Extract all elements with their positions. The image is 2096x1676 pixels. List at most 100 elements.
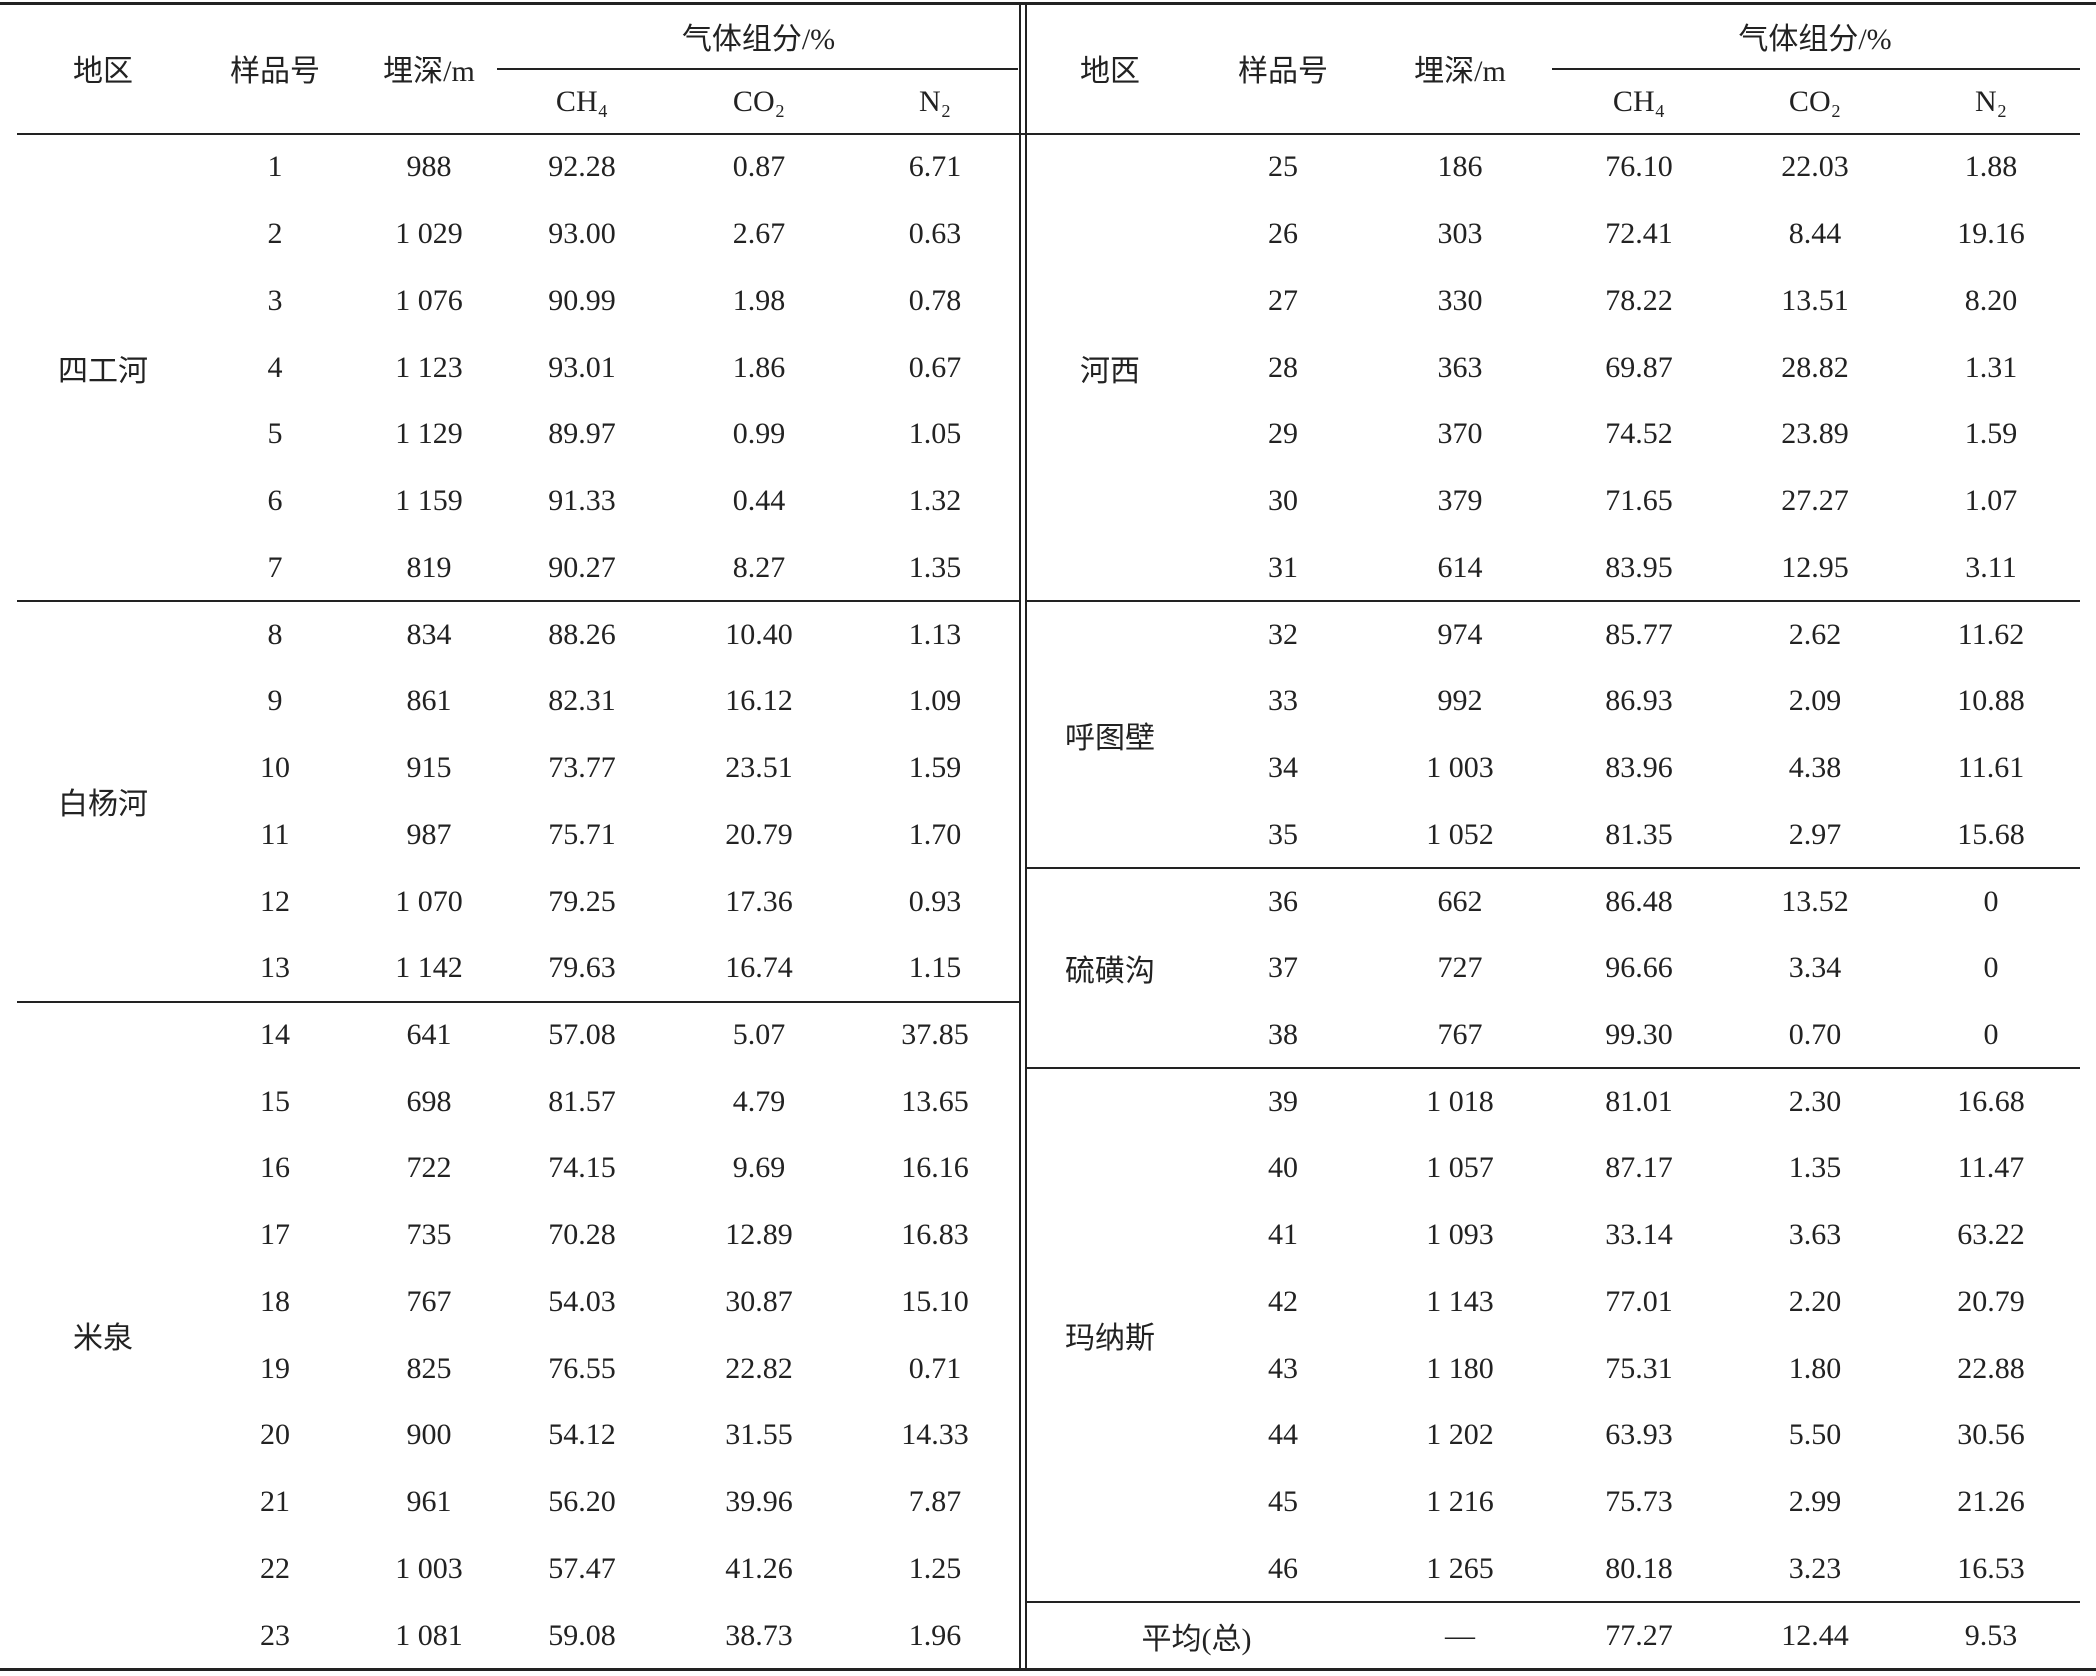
cell: 44 — [1268, 1418, 1298, 1452]
cell: 9.69 — [732, 1151, 786, 1185]
region-cell: 米泉 — [73, 1322, 133, 1356]
cell: 722 — [406, 1151, 452, 1185]
cell: 71.65 — [1605, 484, 1673, 518]
cell: 2.09 — [1788, 684, 1842, 718]
cell: 93.01 — [548, 350, 616, 384]
cell: 1 159 — [395, 484, 463, 518]
cell: 303 — [1437, 217, 1483, 251]
cell: 31.55 — [725, 1418, 793, 1452]
cell: 992 — [1437, 684, 1483, 718]
cell: 56.20 — [548, 1485, 616, 1519]
cell: 69.87 — [1605, 350, 1673, 384]
cell: 54.03 — [548, 1284, 616, 1318]
cell: 63.93 — [1605, 1418, 1673, 1452]
cell: 900 — [406, 1418, 452, 1452]
cell: 43 — [1268, 1351, 1298, 1385]
cell: 1 180 — [1426, 1351, 1494, 1385]
cell: 1.88 — [1964, 150, 2018, 184]
header-cell: N₂ — [1974, 85, 2008, 118]
cell: 93.00 — [548, 217, 616, 251]
header-subrule — [497, 68, 1018, 70]
cell: 20.79 — [1957, 1284, 2025, 1318]
cell: 4.38 — [1788, 751, 1842, 785]
cell: 76.55 — [548, 1351, 616, 1385]
cell: 96.66 — [1605, 951, 1673, 985]
cell: 5 — [267, 417, 283, 451]
group-rule — [1027, 600, 2080, 603]
cell: 11.61 — [1957, 751, 2025, 785]
header-cell: 埋深/m — [1414, 55, 1506, 88]
cell: 92.28 — [548, 150, 616, 184]
cell: 39.96 — [725, 1485, 793, 1519]
cell: 0.87 — [732, 150, 786, 184]
cell: 27.27 — [1781, 484, 1849, 518]
cell: 8 — [267, 617, 283, 651]
cell: 12 — [260, 884, 290, 918]
cell: 39 — [1268, 1084, 1298, 1118]
header-cell: 样品号 — [230, 55, 320, 88]
cell: 32 — [1268, 617, 1298, 651]
cell: 8.20 — [1964, 283, 2018, 317]
header-cell: CO₂ — [732, 85, 786, 118]
cell: 641 — [406, 1017, 452, 1051]
cell: 1.96 — [908, 1618, 962, 1652]
cell: 19.16 — [1957, 217, 2025, 251]
cell: 614 — [1437, 550, 1483, 584]
cell: 974 — [1437, 617, 1483, 651]
cell: 35 — [1268, 817, 1298, 851]
region-cell: 呼图壁 — [1065, 721, 1155, 755]
cell: 1 003 — [1426, 751, 1494, 785]
cell: 1.59 — [1964, 417, 2018, 451]
cell: 70.28 — [548, 1218, 616, 1252]
cell: 13.51 — [1781, 283, 1849, 317]
cell: 10 — [260, 751, 290, 785]
cell: 16.68 — [1957, 1084, 2025, 1118]
header-cell: 埋深/m — [383, 55, 475, 88]
cell: 2.67 — [732, 217, 786, 251]
cell: 19 — [260, 1351, 290, 1385]
cell: 4 — [267, 350, 283, 384]
cell: 81.35 — [1605, 817, 1673, 851]
cell: 59.08 — [548, 1618, 616, 1652]
cell: 14.33 — [901, 1418, 969, 1452]
divider — [1025, 2, 1027, 1669]
header-cell: 样品号 — [1238, 55, 1328, 88]
cell: 3 — [267, 283, 283, 317]
cell: 3.34 — [1788, 951, 1842, 985]
cell: 370 — [1437, 417, 1483, 451]
cell: 28 — [1268, 350, 1298, 384]
cell: 0 — [1983, 1017, 1999, 1051]
cell: 34 — [1268, 751, 1298, 785]
cell: 1 093 — [1426, 1218, 1494, 1252]
cell: 767 — [406, 1284, 452, 1318]
group-rule — [17, 1000, 1019, 1003]
cell: 16.12 — [725, 684, 793, 718]
cell: 1.32 — [908, 484, 962, 518]
cell: 31 — [1268, 550, 1298, 584]
cell: 1.31 — [1964, 350, 2018, 384]
cell: 1.80 — [1788, 1351, 1842, 1385]
cell: 14 — [260, 1017, 290, 1051]
cell: 79.25 — [548, 884, 616, 918]
cell: 9.53 — [1964, 1618, 2018, 1652]
cell: 78.22 — [1605, 283, 1673, 317]
header-subrule — [1552, 68, 2080, 70]
cell: 57.08 — [548, 1017, 616, 1051]
cell: 74.15 — [548, 1151, 616, 1185]
cell: 99.30 — [1605, 1017, 1673, 1051]
header-cell: N₂ — [918, 85, 952, 118]
cell: 81.01 — [1605, 1084, 1673, 1118]
cell: 2 — [267, 217, 283, 251]
cell: 22 — [260, 1551, 290, 1585]
region-cell: 四工河 — [58, 354, 148, 388]
cell: 6 — [267, 484, 283, 518]
cell: 10.40 — [725, 617, 793, 651]
cell: 767 — [1437, 1017, 1483, 1051]
cell: 1.35 — [908, 550, 962, 584]
cell: 38 — [1268, 1017, 1298, 1051]
cell: 1.86 — [732, 350, 786, 384]
cell: 1 129 — [395, 417, 463, 451]
cell: 23.89 — [1781, 417, 1849, 451]
cell: 75.73 — [1605, 1485, 1673, 1519]
cell: 82.31 — [548, 684, 616, 718]
